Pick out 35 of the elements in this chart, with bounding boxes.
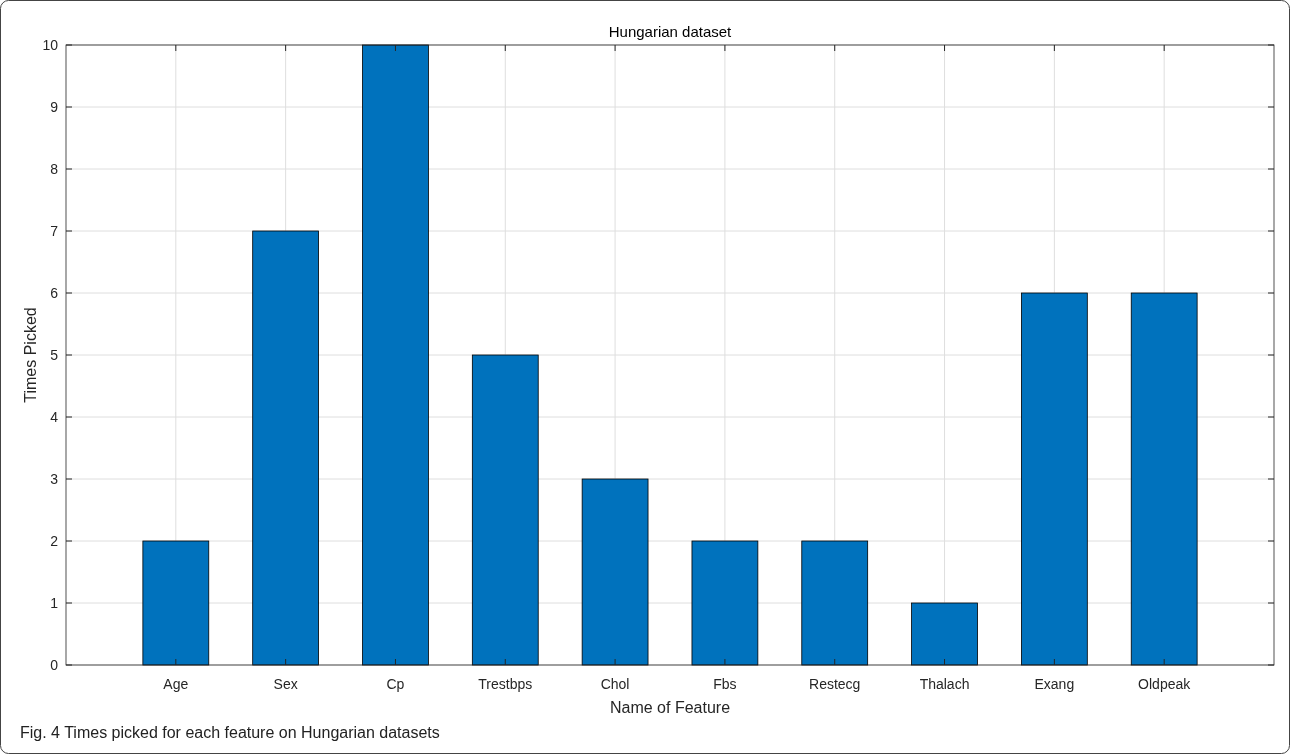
x-axis-title: Name of Feature <box>609 699 731 716</box>
x-tick-label: Sex <box>273 676 298 692</box>
x-tick-label: Chol <box>600 676 630 692</box>
bar <box>1130 292 1198 666</box>
y-tick-label: 9 <box>50 98 59 115</box>
x-tick-label: Fbs <box>713 676 737 692</box>
x-tick-label: Thalach <box>919 676 970 692</box>
x-tick-label: Cp <box>386 676 405 692</box>
bar <box>252 230 319 666</box>
y-tick-label: 2 <box>50 532 59 549</box>
bar <box>362 44 429 666</box>
y-tick-label: 5 <box>50 346 59 363</box>
bar <box>581 478 649 666</box>
y-tick-label: 10 <box>42 36 59 53</box>
bar <box>691 540 759 666</box>
bar <box>1021 292 1088 666</box>
bar <box>911 602 978 666</box>
y-tick-label: 3 <box>50 470 59 487</box>
x-tick-label: Trestbps <box>478 676 533 692</box>
y-tick-label: 6 <box>50 284 59 301</box>
bar <box>801 540 869 666</box>
x-tick-label: Age <box>163 676 189 692</box>
chart-title: Hungarian dataset <box>608 23 733 40</box>
y-tick-label: 0 <box>50 656 59 673</box>
y-tick-label: 7 <box>50 222 59 239</box>
y-tick-label: 4 <box>50 408 59 425</box>
caption: Fig. 4 Times picked for each feature on Hungarian datasets <box>20 724 440 741</box>
bar <box>471 354 539 666</box>
x-tick-label: Oldpeak <box>1138 676 1192 692</box>
x-tick-label: Exang <box>1034 676 1075 692</box>
y-axis-title: Times Picked <box>22 307 39 403</box>
y-tick-label: 8 <box>50 160 59 177</box>
x-tick-label: Restecg <box>809 676 861 692</box>
y-tick-label: 1 <box>50 594 59 611</box>
bar <box>142 540 210 666</box>
